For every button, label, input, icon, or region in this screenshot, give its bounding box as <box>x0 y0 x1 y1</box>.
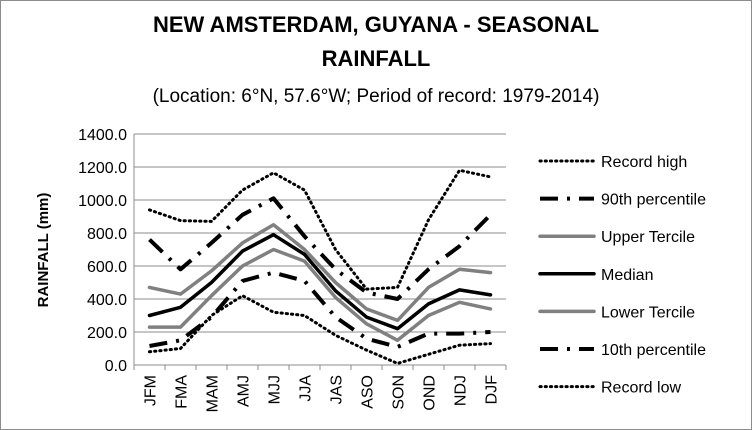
x-tick-label: NDJ <box>453 375 470 406</box>
legend-label-record-low: Record low <box>601 380 681 397</box>
series-line-lower-tercile <box>147 247 493 343</box>
series-line-upper-tercile <box>147 223 493 323</box>
chart-title-line1: NEW AMSTERDAM, GUYANA - SEASONAL <box>153 12 599 37</box>
x-tick-label: SON <box>391 375 408 410</box>
series-line-record-high <box>148 168 492 291</box>
y-tick-label: 1000.0 <box>78 193 127 210</box>
legend: Record high 90th percentile Upper Tercile M… <box>538 154 706 397</box>
legend-label-median: Median <box>601 267 653 284</box>
y-tick-label: 1200.0 <box>78 160 127 177</box>
legend-label-90th-percentile: 90th percentile <box>601 192 706 209</box>
y-tick-label: 800.0 <box>87 226 127 243</box>
legend-label-record-high: Record high <box>601 154 687 171</box>
legend-label-10th-percentile: 10th percentile <box>601 342 706 359</box>
series-line-10th-percentile <box>149 270 491 349</box>
x-tick-label: JJA <box>298 375 315 402</box>
legend-label-lower-tercile: Lower Tercile <box>601 304 695 321</box>
series-line-record-low <box>148 294 492 365</box>
chart-title-line2: RAINFALL <box>322 46 431 71</box>
chart-subtitle: (Location: 6°N, 57.6°W; Period of record… <box>153 86 600 107</box>
x-tick-label: ASO <box>360 375 377 409</box>
y-tick-label: 400.0 <box>87 292 127 309</box>
y-tick-label: 200.0 <box>87 325 127 342</box>
y-tick-label: 1400.0 <box>78 127 127 144</box>
x-tick-label: JFM <box>143 375 160 406</box>
y-tick-label: 600.0 <box>87 259 127 276</box>
x-tick-label: OND <box>422 375 439 411</box>
x-tick-label: MJJ <box>267 375 284 404</box>
gridlines <box>134 133 506 333</box>
y-axis-label: RAINFALL (mm) <box>35 193 52 308</box>
legend-label-upper-tercile: Upper Tercile <box>601 229 695 246</box>
series-line-90th-percentile <box>148 196 492 301</box>
x-tick-label: MAM <box>205 375 222 412</box>
series-lines <box>147 168 493 365</box>
x-tick-label: JAS <box>329 375 346 404</box>
y-tick-label: 0.0 <box>105 358 127 375</box>
x-tick-label: FMA <box>174 375 191 409</box>
x-tick-label: DJF <box>484 375 501 405</box>
x-tick-label: AMJ <box>236 375 253 407</box>
axes: 0.0 200.0 400.0 600.0 800.0 1000.0 1200.0 1400.… <box>78 127 507 412</box>
series-line-median <box>147 232 493 331</box>
